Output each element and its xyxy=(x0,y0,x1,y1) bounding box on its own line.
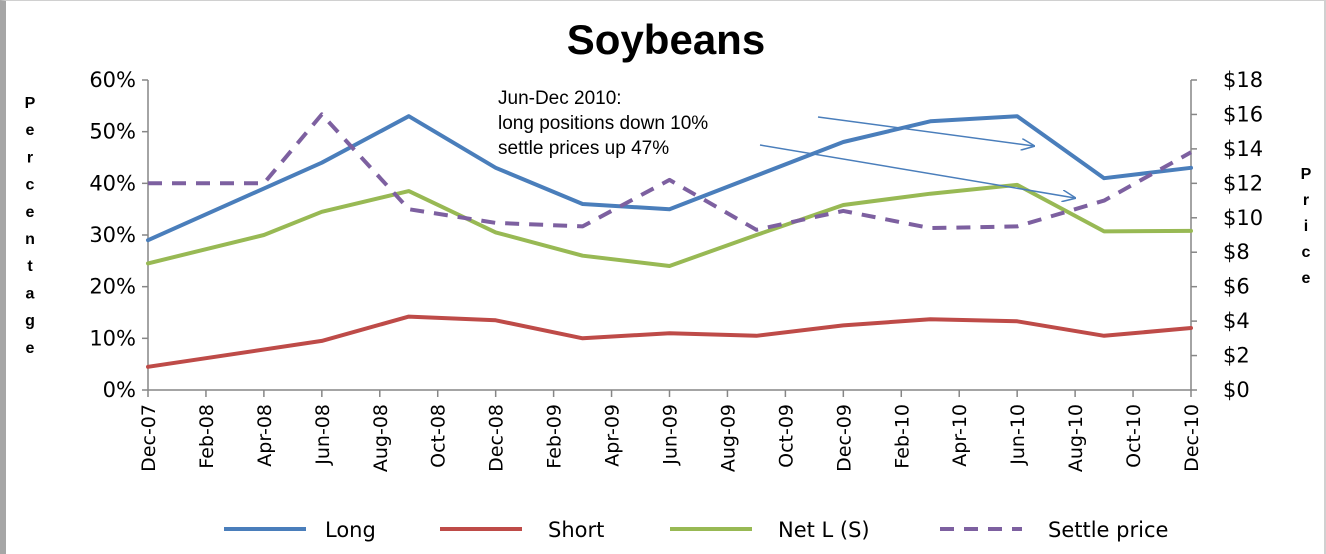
x-tick-label: Feb-10 xyxy=(891,404,913,469)
x-tick-label: Jun-08 xyxy=(312,404,334,466)
annotation-arrow-settle xyxy=(759,144,1075,198)
x-tick-label: Dec-07 xyxy=(138,404,160,472)
annotation-line: long positions down 10% xyxy=(498,113,708,134)
y-tick-right-label: $8 xyxy=(1223,240,1250,264)
y-tick-right-label: $10 xyxy=(1223,206,1263,230)
x-tick-label: Dec-09 xyxy=(833,404,855,472)
y-axis-label-left-char: e xyxy=(26,340,35,357)
annotation: Jun-Dec 2010: long positions down 10% sett… xyxy=(498,88,1075,198)
y-axis-label-right-char: i xyxy=(1304,218,1308,235)
x-tick-label: Oct-08 xyxy=(428,404,450,468)
series-line-short xyxy=(146,314,1193,369)
x-tick-label: Aug-10 xyxy=(1065,404,1087,472)
y-axis-label-left-char: t xyxy=(27,258,33,275)
y-axis-label-right-char: r xyxy=(1303,192,1309,209)
y-axis-label-left-char: c xyxy=(26,177,35,194)
y-tick-right-label: $16 xyxy=(1223,102,1263,126)
y-axis-label-right-char: P xyxy=(1301,166,1312,183)
x-tick-label: Jun-10 xyxy=(1007,404,1029,466)
series-line-settle-price xyxy=(148,112,1192,232)
annotation-line: settle prices up 47% xyxy=(498,138,669,159)
legend-label: Long xyxy=(325,518,376,542)
series-line-long xyxy=(146,114,1193,243)
x-tick-label: Apr-08 xyxy=(254,404,276,467)
x-tick-label: Dec-10 xyxy=(1181,404,1203,472)
y-tick-right-label: $18 xyxy=(1223,68,1263,92)
y-tick-left-label: 10% xyxy=(89,326,136,350)
x-tick-label: Oct-09 xyxy=(775,404,797,468)
y-axis-label-left-char: e xyxy=(26,204,35,221)
y-axis-label-left-char: e xyxy=(26,122,35,139)
annotation-arrow-long xyxy=(817,116,1034,146)
y-tick-left-label: 50% xyxy=(89,120,136,144)
x-tick-label: Feb-08 xyxy=(196,404,218,469)
legend-label: Short xyxy=(548,518,604,542)
series-line-net-l-s- xyxy=(146,182,1193,268)
x-tick-label: Aug-08 xyxy=(370,404,392,472)
y-tick-left-label: 20% xyxy=(89,275,136,299)
legend: Long Short Net L (S) Settle price xyxy=(224,518,1168,542)
y-tick-right-label: $14 xyxy=(1223,137,1263,161)
y-axis-label-left-char: r xyxy=(27,149,33,166)
y-axis-label-right-char: e xyxy=(1302,270,1311,287)
annotation-line: Jun-Dec 2010: xyxy=(498,88,622,109)
y-tick-left-label: 30% xyxy=(89,223,136,247)
series-layer xyxy=(146,112,1193,369)
axes: 0% 10% 20% 30% 40% 50% 60% $0 $2 $4 $6 $8 $10 $12 $14 $… xyxy=(25,68,1312,472)
y-axis-label-left-char: a xyxy=(26,285,35,302)
y-axis-label-left-char: P xyxy=(25,95,36,112)
y-axis-label-left-char: n xyxy=(25,231,35,248)
y-tick-right-label: $2 xyxy=(1223,344,1250,368)
x-tick-label: Jun-09 xyxy=(660,404,682,466)
y-tick-left-label: 40% xyxy=(89,171,136,195)
x-tick-label: Oct-10 xyxy=(1123,404,1145,468)
legend-label: Net L (S) xyxy=(778,518,870,542)
chart-title: Soybeans xyxy=(567,16,765,63)
y-tick-left-label: 60% xyxy=(89,68,136,92)
y-tick-right-label: $12 xyxy=(1223,171,1263,195)
x-tick-label: Feb-09 xyxy=(544,404,566,469)
y-axis-label-right-char: c xyxy=(1302,244,1311,261)
x-tick-label: Apr-10 xyxy=(949,404,971,467)
x-tick-label: Apr-09 xyxy=(602,404,624,467)
y-tick-right-label: $0 xyxy=(1223,378,1250,402)
y-axis-label-left-char: g xyxy=(25,313,35,330)
y-tick-right-label: $6 xyxy=(1223,275,1250,299)
legend-label: Settle price xyxy=(1048,518,1168,542)
y-tick-right-label: $4 xyxy=(1223,309,1250,333)
x-tick-label: Aug-09 xyxy=(717,404,739,472)
x-tick-label: Dec-08 xyxy=(486,404,508,472)
y-tick-left-label: 0% xyxy=(103,378,136,402)
